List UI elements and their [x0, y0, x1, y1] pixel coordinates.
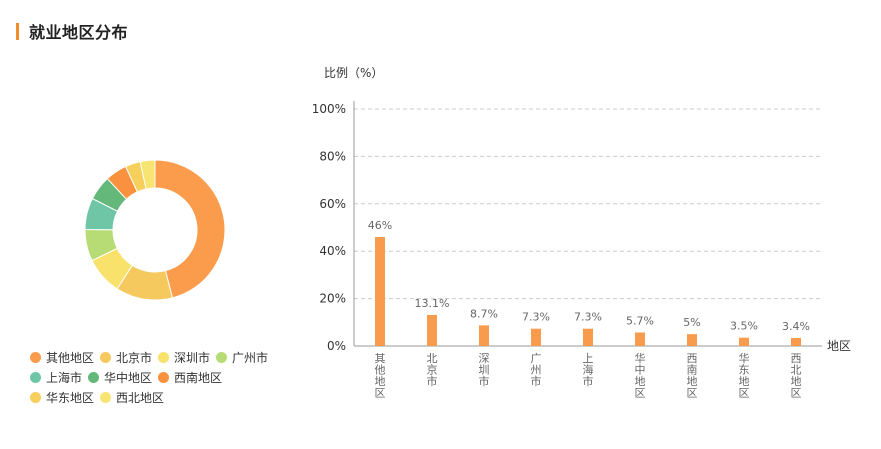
bar-value-label: 46% — [368, 219, 392, 232]
legend-swatch — [158, 371, 170, 383]
legend-swatch — [30, 371, 41, 383]
x-tick-label: 深圳市 — [479, 352, 490, 388]
legend-label: 西北地区 — [116, 390, 165, 405]
legend-label: 西南地区 — [174, 370, 223, 385]
y-tick-label: 40% — [319, 244, 346, 258]
bar[interactable] — [739, 337, 749, 346]
legend-swatch — [30, 391, 41, 403]
legend-label: 广州市 — [232, 350, 269, 365]
legend-item[interactable]: 上海市 — [30, 367, 82, 387]
legend-swatch — [88, 371, 100, 383]
legend-label: 华中地区 — [104, 370, 153, 385]
bar[interactable] — [427, 314, 437, 346]
legend-label: 上海市 — [46, 370, 83, 385]
legend-label: 深圳市 — [174, 350, 211, 365]
bar-value-label: 7.3% — [522, 311, 550, 324]
bar-value-label: 3.5% — [730, 320, 758, 333]
legend-item[interactable]: 深圳市 — [158, 347, 210, 367]
donut-chart — [84, 159, 226, 301]
legend-swatch — [30, 351, 41, 363]
bar[interactable] — [375, 236, 385, 346]
y-tick-label: 60% — [319, 197, 346, 211]
legend-swatch — [100, 391, 112, 403]
donut-slice[interactable] — [139, 159, 156, 190]
title-accent-bar — [16, 22, 19, 40]
bar-value-label: 13.1% — [415, 297, 450, 310]
page-title: 就业地区分布 — [29, 23, 129, 42]
bar[interactable] — [583, 328, 593, 346]
legend-item[interactable]: 西南地区 — [158, 367, 222, 387]
x-tick-label: 北京市 — [427, 352, 438, 388]
legend-label: 其他地区 — [46, 350, 95, 365]
legend-label: 北京市 — [116, 350, 153, 365]
bar-value-label: 5% — [683, 316, 700, 329]
bar[interactable] — [635, 332, 645, 346]
legend-item[interactable]: 华中地区 — [88, 367, 152, 387]
legend-item[interactable]: 西北地区 — [100, 387, 164, 407]
legend-item[interactable]: 其他地区 — [30, 347, 94, 367]
bar-value-label: 7.3% — [574, 311, 602, 324]
x-tick-label: 西北地区 — [791, 352, 802, 400]
bar-chart: 比例（%） 0% 20% 40% 60% 80% 100% 地区 46% 其他地区 13.1% 北京市… — [312, 66, 851, 400]
x-tick-label: 西南地区 — [687, 352, 698, 400]
legend-item[interactable]: 广州市 — [216, 347, 268, 367]
y-axis-title: 比例（%） — [324, 66, 383, 80]
bar[interactable] — [479, 325, 489, 346]
bar[interactable] — [531, 328, 541, 346]
donut-slice[interactable] — [154, 159, 226, 299]
legend-item[interactable]: 北京市 — [100, 347, 152, 367]
legend-label: 华东地区 — [46, 390, 95, 405]
y-tick-label: 80% — [319, 149, 346, 163]
x-tick-label: 其他地区 — [375, 352, 386, 400]
legend-item[interactable]: 华东地区 — [30, 387, 94, 407]
x-tick-label: 上海市 — [583, 352, 594, 388]
bar[interactable] — [687, 334, 697, 346]
legend-swatch — [100, 351, 112, 363]
x-tick-label: 华中地区 — [635, 351, 646, 400]
section-header: 就业地区分布 — [16, 20, 128, 42]
y-tick-label: 20% — [319, 292, 346, 306]
y-tick-label: 0% — [327, 339, 346, 353]
legend-swatch — [158, 351, 170, 363]
legend-swatch — [216, 351, 228, 363]
bar-value-label: 8.7% — [470, 307, 498, 320]
x-axis-title: 地区 — [827, 339, 851, 353]
donut-legend: 其他地区 北京市 深圳市 广州市上海市 华中地区 西南地区华东地区 西北地区 — [30, 347, 290, 407]
y-tick-label: 100% — [312, 102, 346, 116]
bar-value-label: 5.7% — [626, 314, 654, 327]
x-tick-label: 华东地区 — [739, 351, 750, 400]
x-tick-label: 广州市 — [531, 352, 542, 388]
bar[interactable] — [791, 337, 801, 346]
bar-value-label: 3.4% — [782, 320, 810, 333]
